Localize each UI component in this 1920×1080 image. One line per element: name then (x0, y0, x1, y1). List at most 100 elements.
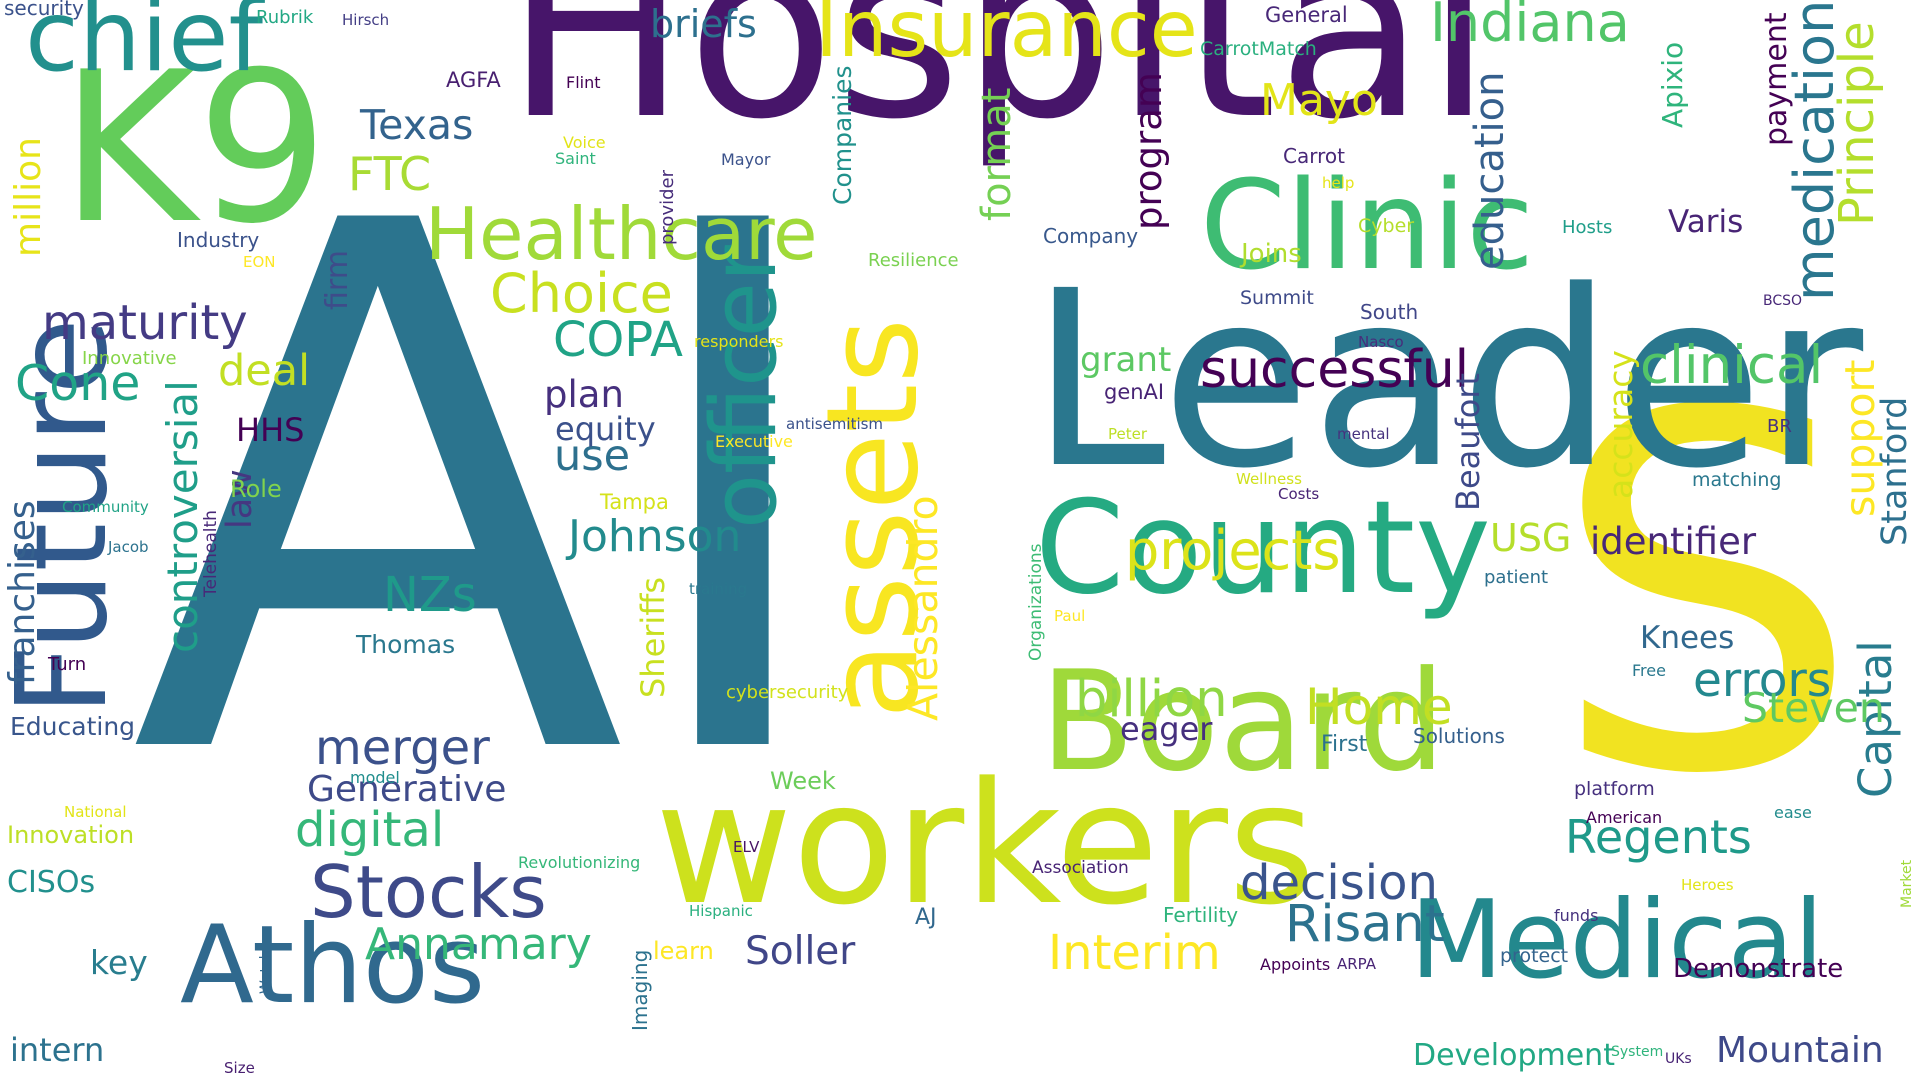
word-help: help (1322, 174, 1355, 193)
word-program: program (1127, 72, 1170, 230)
word-payment: payment (1759, 12, 1794, 146)
word-cyber: Cyber (1358, 214, 1415, 237)
word-digital: digital (295, 802, 445, 859)
word-firm: firm (320, 250, 355, 310)
word-role: Role (230, 475, 282, 504)
word-joins: Joins (1241, 238, 1302, 269)
word-costs: Costs (1278, 485, 1320, 504)
word-revolutionizing: Revolutionizing (518, 853, 641, 873)
word-innovative: Innovative (82, 347, 177, 369)
word-hirsch: Hirsch (342, 11, 390, 30)
word-voice: Voice (563, 133, 606, 153)
word-usg: USG (1490, 516, 1572, 561)
word-security: security (4, 0, 84, 20)
word-franchises: franchises (2, 500, 43, 685)
word-free: Free (1632, 661, 1666, 681)
word-chief: chief (25, 0, 264, 95)
word-companies: Companies (828, 65, 857, 206)
word-first: First (1321, 732, 1368, 758)
word-mental: mental (1337, 425, 1390, 444)
word-identifier: identifier (1590, 519, 1757, 563)
word-agfa: AGFA (446, 68, 501, 93)
word-johnson: Johnson (568, 510, 742, 562)
word-key: key (90, 943, 148, 983)
word-clinical: clinical (1640, 334, 1824, 396)
word-saint: Saint (555, 149, 596, 169)
word-aj: AJ (915, 905, 937, 931)
word-annamary: Annamary (365, 918, 592, 970)
word-accuracy: accuracy (1601, 350, 1640, 499)
word-medical: Medical (1410, 878, 1824, 1004)
word-community: Community (62, 498, 149, 517)
word-deal: deal (218, 345, 311, 396)
word-steven: Steven (1742, 684, 1885, 733)
word-cisos: CISOs (7, 865, 96, 901)
word-workers: workers (655, 745, 1316, 942)
word-size: Size (224, 1059, 255, 1078)
word-apixio: Apixio (1656, 41, 1689, 128)
word-texas: Texas (360, 101, 474, 150)
word-market: Market (1899, 859, 1915, 908)
word-sheriffs: Sheriffs (634, 576, 672, 698)
word-healthcare: Healthcare (425, 192, 818, 277)
word-funds: funds (1554, 906, 1599, 926)
word-ai: AI (130, 71, 840, 915)
word-board: Board (1040, 641, 1446, 803)
word-summit: Summit (1240, 286, 1314, 309)
word-protect: protect (1500, 944, 1569, 967)
word-intern: intern (10, 1031, 105, 1070)
word-indiana: Indiana (1430, 0, 1630, 54)
word-ftc: FTC (348, 147, 432, 202)
word-hospital: Hospital (505, 0, 1493, 173)
word-decision: decision (1240, 855, 1438, 912)
word-rubrik: Rubrik (256, 6, 314, 28)
word-resilience: Resilience (868, 249, 959, 271)
word-education: education (1467, 71, 1513, 270)
word-insurance: Insurance (815, 0, 1198, 75)
word-tampa: Tampa (600, 490, 669, 515)
word-eager: eager (1120, 710, 1213, 749)
word-flint: Flint (566, 73, 601, 93)
word-maturity: maturity (42, 295, 248, 352)
word-ease: ease (1774, 803, 1812, 823)
word-association: Association (1032, 857, 1129, 878)
word-k9: K9 (60, 28, 329, 271)
word-nzs: NZs (383, 567, 477, 624)
word-format: format (974, 87, 1020, 221)
word-generative: Generative (307, 768, 507, 810)
word-system: System (1611, 1044, 1664, 1061)
word-provider: provider (657, 170, 678, 245)
word-industry: Industry (177, 227, 260, 252)
word-regents: Regents (1565, 810, 1752, 865)
word-alessandro: Alessandro (899, 495, 947, 721)
word-heroes: Heroes (1681, 876, 1734, 895)
word-turn: Turn (48, 653, 87, 675)
word-uks: UKs (1665, 1051, 1692, 1068)
word-antisemitism: antisemitism (786, 415, 884, 434)
word-stanford: Stanford (1875, 396, 1915, 546)
word-matching: matching (1692, 468, 1782, 491)
word-million: million (8, 137, 49, 257)
word-educating: Educating (10, 712, 136, 741)
word-use: use (554, 430, 631, 481)
word-clinic: Clinic (1200, 155, 1534, 299)
word-officer: officer (692, 245, 797, 529)
word-grant: grant (1080, 339, 1172, 380)
word-solutions: Solutions (1413, 723, 1505, 748)
word-leader: Leader (1030, 238, 1864, 522)
word-mayo: Mayo (1260, 74, 1378, 126)
word-telehealth: Telehealth (201, 510, 221, 597)
word-jacob: Jacob (108, 538, 149, 557)
word-peter: Peter (1108, 425, 1148, 444)
word-copa: COPA (553, 312, 684, 369)
word-successful: successful (1200, 339, 1470, 400)
word-briefs: briefs (650, 2, 757, 47)
word-bcso: BCSO (1763, 293, 1803, 310)
word-varis: Varis (1668, 204, 1744, 241)
word-imaging: Imaging (628, 949, 652, 1031)
word-south: South (1360, 299, 1419, 324)
word-hosts: Hosts (1562, 216, 1613, 238)
word-model: model (350, 768, 400, 788)
word-general: General (1265, 3, 1348, 28)
